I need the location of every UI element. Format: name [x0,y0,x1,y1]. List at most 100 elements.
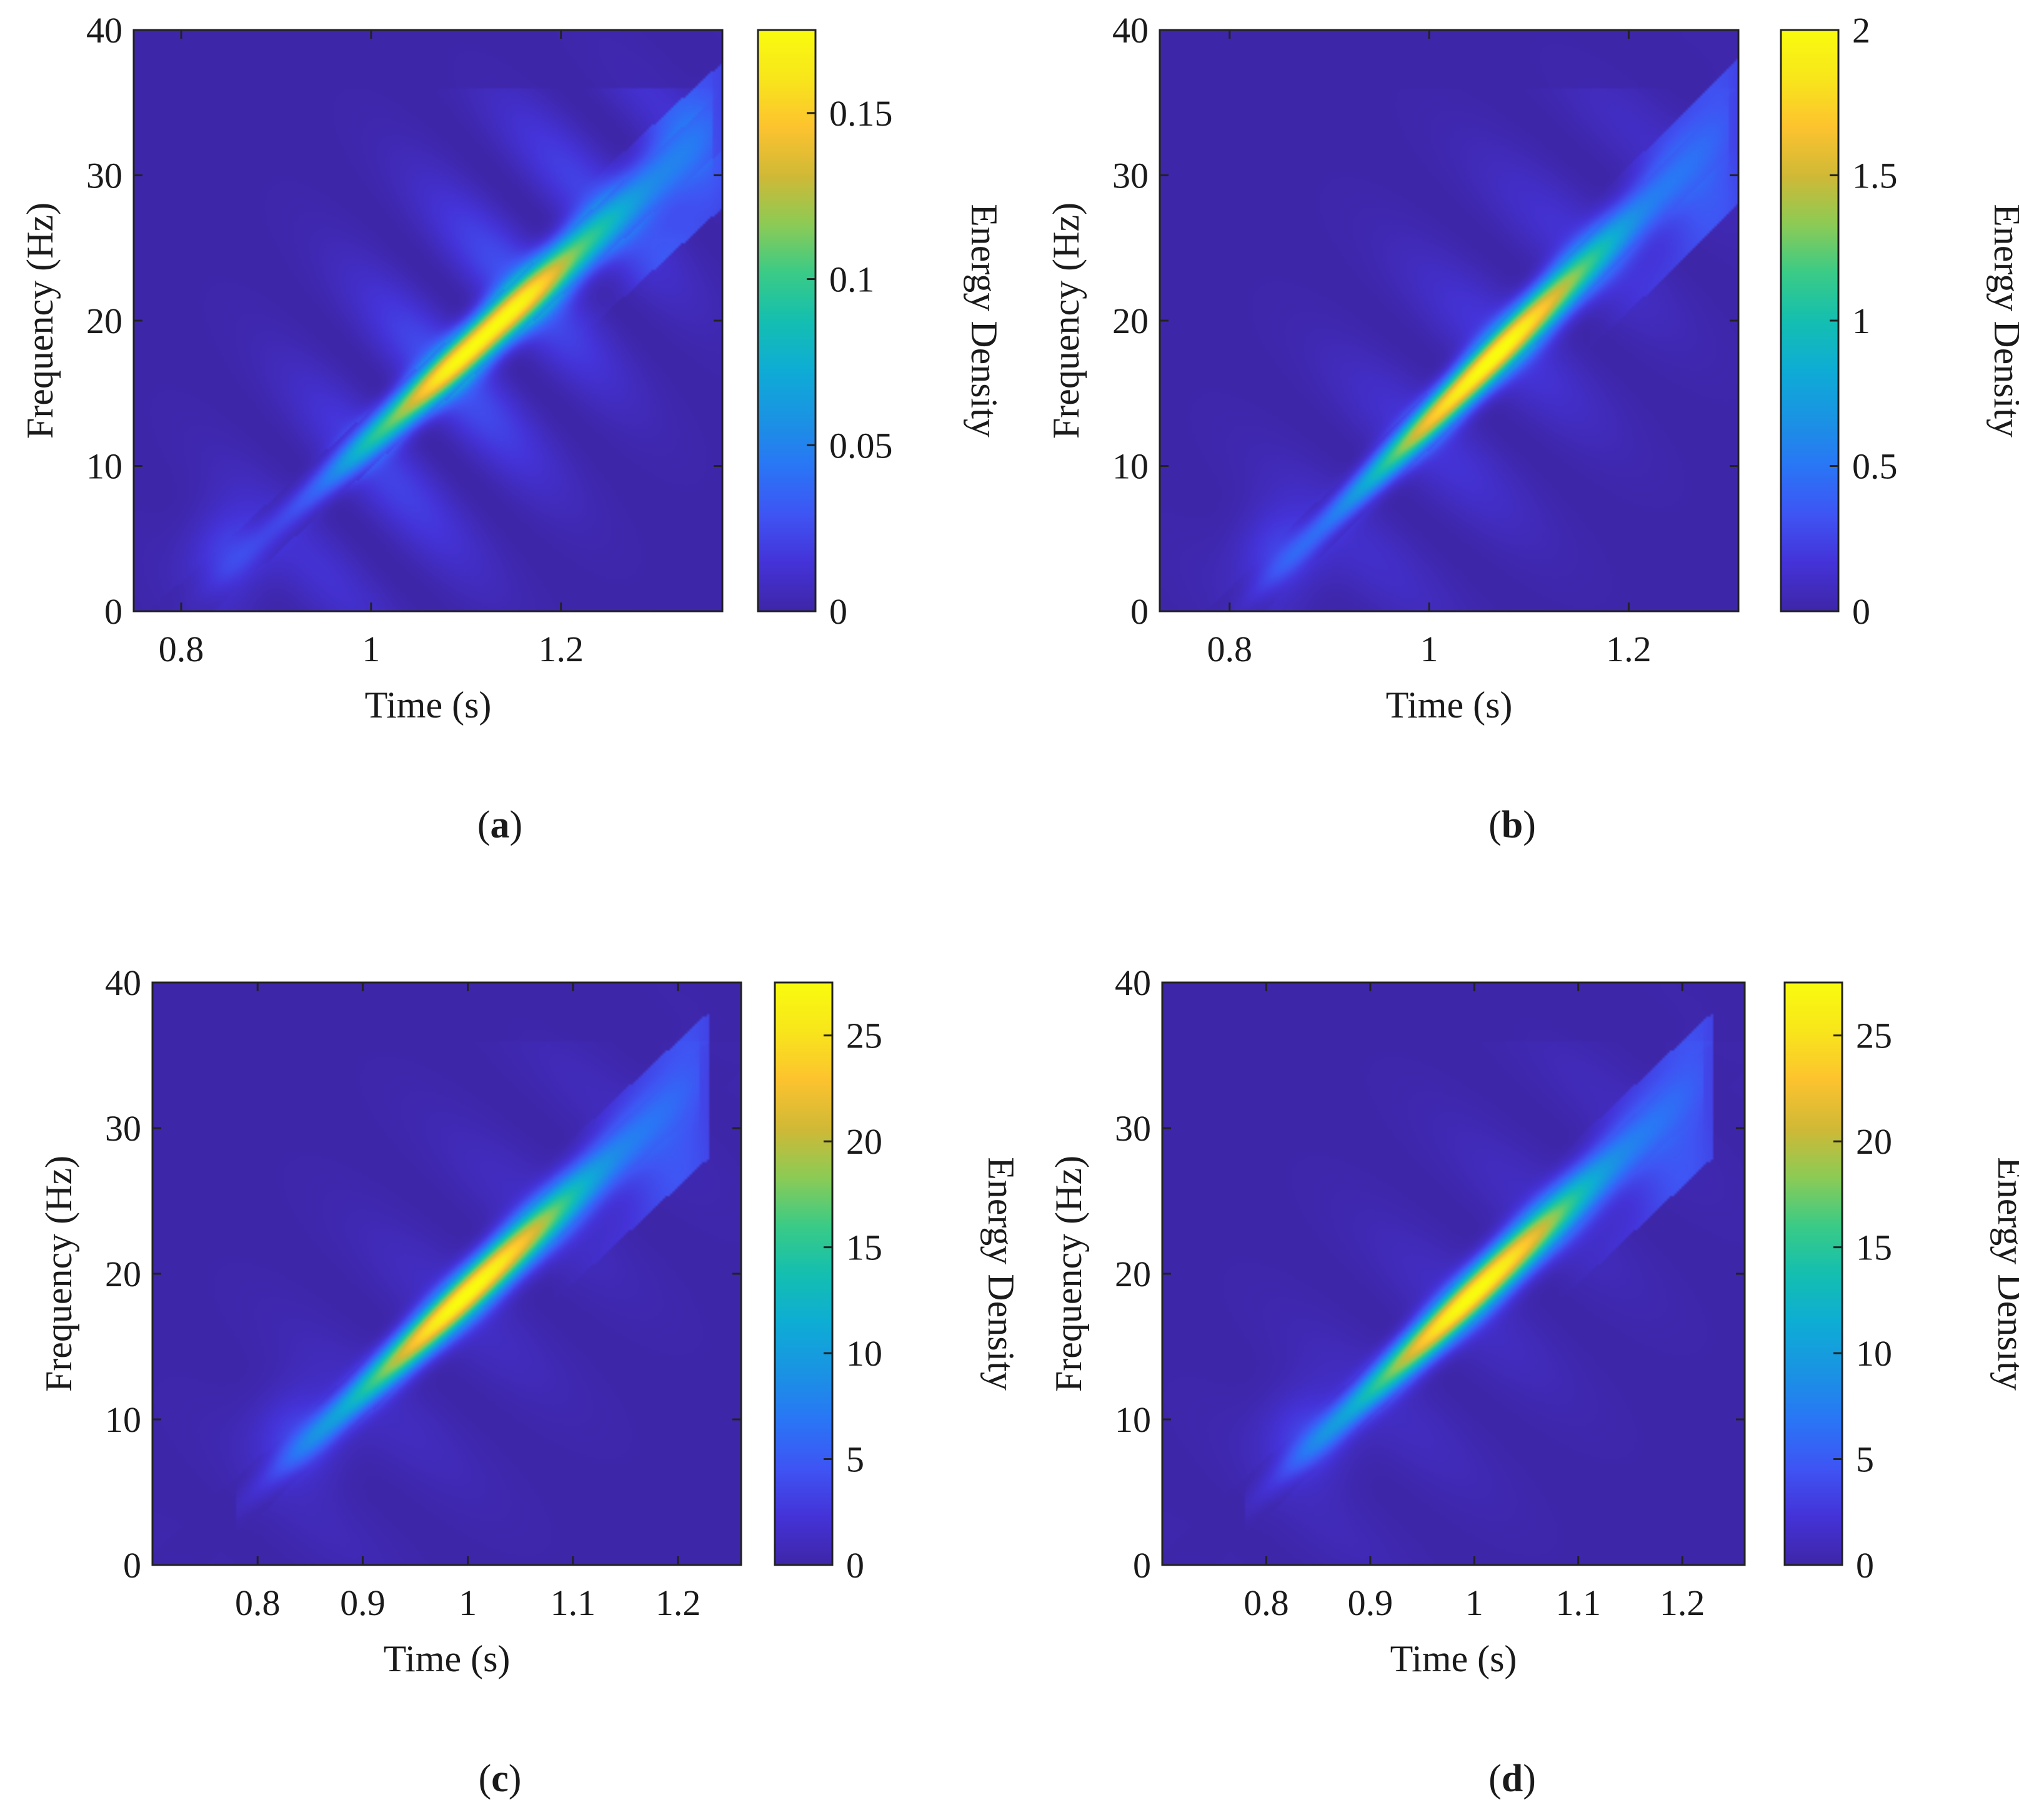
y-tick-label: 40 [1115,962,1151,1003]
x-tick-label: 1.2 [538,629,584,669]
colorbar-tick-label: 2 [1852,10,1870,51]
colorbar-tick-label: 5 [846,1439,864,1480]
colorbar-frame [757,29,817,612]
caption-open: ( [477,804,491,846]
colorbar-label: Energy Density [964,204,1005,438]
colorbar [1781,30,1838,611]
y-tick-label: 30 [105,1108,141,1149]
x-tick-label: 1 [1465,1582,1483,1623]
panel-caption: (d) [1488,1758,1536,1800]
x-tick-label: 1.1 [1555,1582,1601,1623]
colorbar-tick-label: 20 [1856,1121,1892,1162]
colorbar-tick-label: 15 [1856,1228,1892,1268]
x-tick-label: 1.2 [1606,629,1652,669]
y-axis-label: Frequency (Hz) [19,202,61,439]
caption-open: ( [479,1758,492,1800]
y-tick-label: 30 [86,156,122,196]
colorbar-tick-label: 20 [846,1121,882,1162]
colorbar-tick-label: 15 [846,1228,882,1268]
y-tick-label: 10 [1115,1399,1151,1440]
x-axis-label: Time (s) [365,684,492,726]
colorbar-tick-label: 0.1 [829,259,875,300]
colorbar-tick-label: 1.5 [1852,156,1898,196]
panel-b: 0.8 1 1.2 0 10 20 30 40 Time (s) Frequency (Hz) 0 0… [1045,10,2019,846]
y-tick-label: 0 [123,1545,141,1586]
colorbar [775,982,832,1565]
colorbar-tick-label: 10 [1856,1333,1892,1374]
caption-letter: d [1502,1758,1523,1800]
colorbar-frame [1783,981,1843,1566]
caption-close: ) [1523,1758,1536,1800]
spectrogram-image [134,30,722,611]
x-axis-label: Time (s) [1386,684,1513,726]
x-tick-label: 0.8 [1207,629,1253,669]
caption-close: ) [509,1758,522,1800]
panel-caption: (c) [479,1758,522,1800]
x-tick-label: 0.9 [1348,1582,1393,1623]
y-axis-label: Frequency (Hz) [38,1156,79,1392]
colorbar-tick-label: 1 [1852,301,1870,341]
colorbar-tick-label: 5 [1856,1439,1874,1480]
colorbar-tick-label: 0.15 [829,93,893,134]
x-tick-label: 1.2 [1660,1582,1705,1623]
y-axis-label: Frequency (Hz) [1045,202,1087,439]
y-tick-label: 20 [86,301,122,341]
y-tick-label: 20 [1112,301,1149,341]
caption-open: ( [1488,1758,1502,1800]
caption-open: ( [1488,804,1502,846]
panel-caption: (a) [477,804,522,846]
y-tick-label: 40 [105,962,141,1003]
y-tick-label: 40 [86,10,122,51]
caption-close: ) [1523,804,1536,846]
colorbar-tick-label: 25 [846,1016,882,1056]
spectrogram-image [1160,30,1738,611]
caption-letter: a [491,804,510,846]
x-tick-label: 0.8 [1244,1582,1289,1623]
colorbar-frame [774,981,834,1566]
panel-a: 0.8 1 1.2 0 10 20 30 40 Time (s) Frequency (Hz) 0 0… [19,10,1005,846]
x-tick-label: 1 [1420,629,1438,669]
colorbar-label: Energy Density [1990,1157,2019,1391]
colorbar-tick-label: 25 [1856,1016,1892,1056]
panel-d: 0.8 0.9 1 1.1 1.2 0 10 20 30 40 Time (s) Frequency … [1048,962,2019,1800]
caption-letter: b [1502,804,1523,846]
x-axis-label: Time (s) [1390,1638,1517,1679]
x-tick-label: 0.8 [235,1582,281,1623]
y-axis-label: Frequency (Hz) [1048,1156,1089,1392]
colorbar-tick-label: 0.5 [1852,446,1898,487]
y-tick-label: 0 [1133,1545,1151,1586]
y-tick-label: 10 [86,446,122,487]
y-tick-label: 0 [1130,591,1149,632]
y-tick-label: 10 [1112,446,1149,487]
colorbar-tick-label: 0 [1852,591,1870,632]
colorbar-label: Energy Density [1987,204,2019,438]
colorbar-tick-label: 0.05 [829,425,893,466]
y-tick-label: 20 [105,1254,141,1294]
x-tick-label: 1.2 [656,1582,701,1623]
colorbar-tick-label: 0 [1856,1545,1874,1586]
x-tick-label: 1 [459,1582,477,1623]
x-tick-label: 1.1 [551,1582,596,1623]
colorbar [1785,982,1842,1565]
spectrogram-image [1162,982,1745,1565]
panel-caption: (b) [1488,804,1536,846]
x-tick-label: 0.8 [159,629,204,669]
x-tick-label: 1 [362,629,380,669]
panel-c: 0.8 0.9 1 1.1 1.2 0 10 20 30 40 Time (s) Frequency … [38,962,1022,1800]
colorbar-tick-label: 0 [829,591,847,632]
caption-letter: c [491,1758,509,1800]
y-tick-label: 40 [1112,10,1149,51]
spectrogram-image [152,982,741,1565]
y-tick-label: 0 [104,591,122,632]
colorbar [758,30,815,611]
colorbar-tick-label: 0 [846,1545,864,1586]
y-tick-label: 10 [105,1399,141,1440]
x-tick-label: 0.9 [340,1582,386,1623]
y-tick-label: 20 [1115,1254,1151,1294]
y-tick-label: 30 [1115,1108,1151,1149]
x-axis-label: Time (s) [384,1638,511,1679]
colorbar-tick-label: 10 [846,1333,882,1374]
caption-close: ) [510,804,523,846]
colorbar-label: Energy Density [980,1157,1022,1391]
